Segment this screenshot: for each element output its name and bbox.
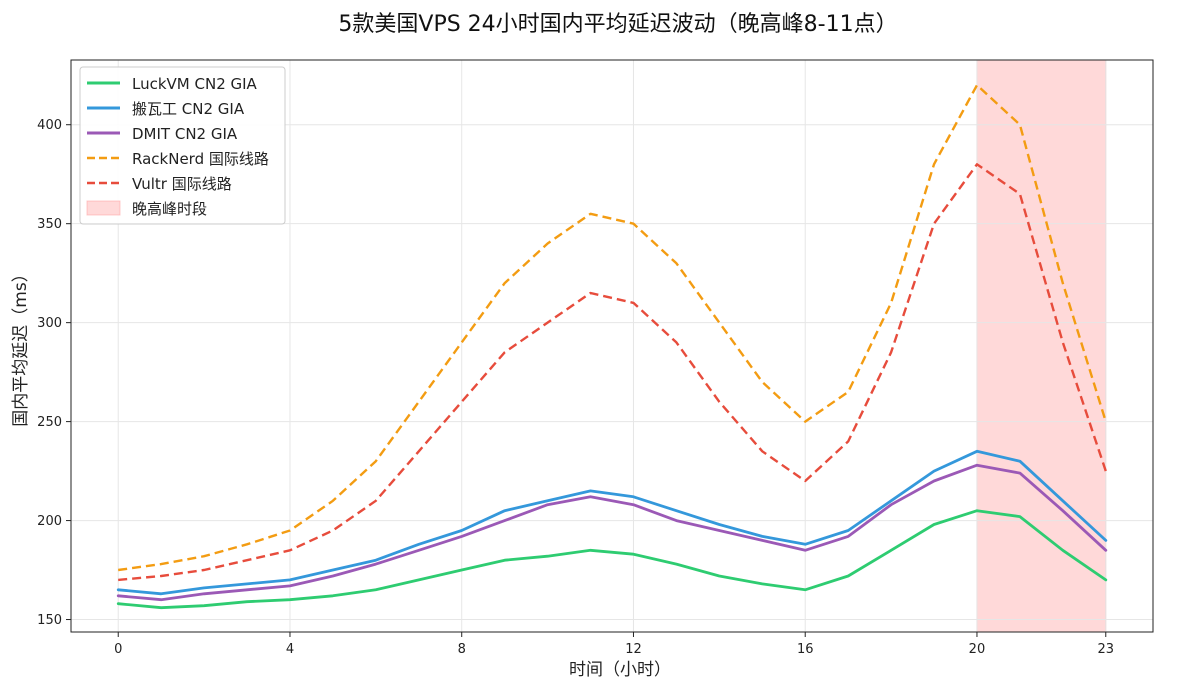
highlight-layer [976,59,1107,633]
legend-label-dmit: DMIT CN2 GIA [132,125,238,143]
series-line-0 [116,509,1108,610]
series-line-1 [116,449,1108,596]
y-tick-label: 400 [37,118,62,133]
y-tick-label: 350 [37,217,62,232]
x-tick-label: 23 [1097,642,1114,657]
x-axis-label: 时间（小时） [569,660,671,680]
series-layer [116,83,1108,610]
legend: LuckVM CN2 GIA 搬瓦工 CN2 GIA DMIT CN2 GIA … [79,66,286,225]
legend-label-vultr: Vultr 国际线路 [132,175,232,193]
y-tick-label: 300 [37,316,62,331]
tick-layer: 0 4 8 12 16 20 23 150 200 250 300 350 400 [37,118,1114,657]
legend-box [79,66,286,225]
x-tick-label: 0 [114,642,122,657]
peak-hours-band [976,59,1107,633]
x-tick-label: 8 [458,642,466,657]
x-tick-label: 16 [797,642,814,657]
x-tick-label: 20 [969,642,986,657]
y-axis-label: 国内平均延迟（ms） [11,265,31,426]
legend-label-racknerd: RackNerd 国际线路 [132,150,269,168]
legend-swatch-peak-hours [86,200,121,216]
y-tick-label: 200 [37,514,62,529]
series-line-2 [116,463,1108,602]
chart-title: 5款美国VPS 24小时国内平均延迟波动（晚高峰8-11点） [338,12,897,37]
plot-frame [70,59,1154,633]
y-tick-label: 150 [37,613,62,628]
legend-label-peak-hours: 晚高峰时段 [132,200,207,218]
legend-label-bandwagon: 搬瓦工 CN2 GIA [132,100,245,118]
legend-label-luckvm: LuckVM CN2 GIA [132,75,258,93]
series-line-3 [118,83,1107,572]
x-tick-label: 4 [286,642,294,657]
y-tick-label: 250 [37,415,62,430]
x-tick-label: 12 [625,642,642,657]
